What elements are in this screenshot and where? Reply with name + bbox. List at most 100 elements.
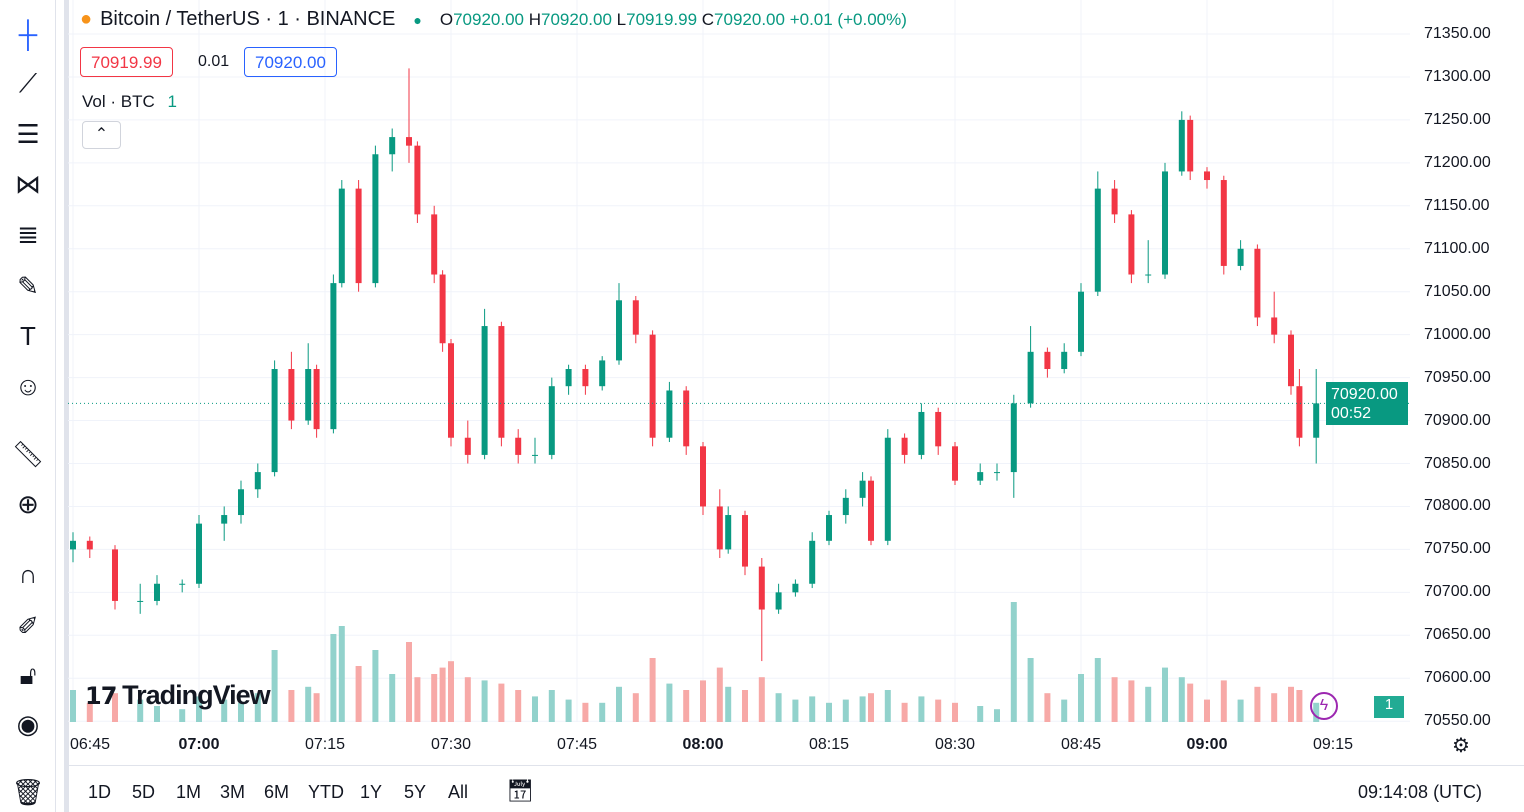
candle-body <box>1010 403 1017 473</box>
date-range-calendar-icon[interactable]: 📅︎ <box>506 778 534 803</box>
candle-body <box>1061 351 1068 370</box>
volume-bar <box>582 702 589 722</box>
magnet-icon[interactable]: ∩ <box>18 558 38 589</box>
pattern-icon[interactable]: ⋈ <box>15 168 41 199</box>
range-button-1y[interactable]: 1Y <box>360 782 383 802</box>
trash-icon[interactable]: 🗑︎ <box>11 776 45 807</box>
volume-bar <box>716 667 723 722</box>
candle-body <box>498 326 505 438</box>
price-tick-label: 70850.00 <box>1424 454 1491 472</box>
time-tick-label: 07:15 <box>304 736 346 753</box>
lock-drawing-icon[interactable]: ✐ <box>17 610 39 641</box>
candle-body <box>1237 248 1244 266</box>
range-button-5y[interactable]: 5Y <box>404 782 427 802</box>
candle-body <box>221 515 228 524</box>
volume-bar <box>918 696 925 722</box>
range-button-all[interactable]: All <box>448 782 469 802</box>
candle-body <box>238 489 244 516</box>
candle-body <box>599 360 606 387</box>
volume-bar <box>758 677 765 722</box>
candle-body <box>464 437 471 455</box>
volume-bar <box>632 693 639 722</box>
candle-body <box>389 137 396 155</box>
time-tick-label: 09:00 <box>1186 736 1228 753</box>
trend-line-icon[interactable]: ⟋ <box>18 68 38 98</box>
candle-body <box>154 583 160 601</box>
volume-bar <box>1288 686 1294 722</box>
settings-icon[interactable]: ⚙ <box>1452 735 1470 757</box>
candle-body <box>431 214 438 275</box>
candle-body <box>842 497 849 516</box>
price-tick-label: 71300.00 <box>1424 67 1491 85</box>
clock-timezone[interactable]: 09:14:08 (UTC) <box>1358 782 1483 802</box>
symbol-title[interactable]: Bitcoin / TetherUS · 1 · BINANCE <box>100 8 396 30</box>
candle-body <box>1254 248 1261 318</box>
candle-body <box>112 549 118 601</box>
range-button-5d[interactable]: 5D <box>132 782 156 802</box>
volume-bar <box>977 706 984 722</box>
price-tick-label: 70550.00 <box>1424 712 1491 730</box>
volume-bar <box>86 702 93 722</box>
candle-body <box>372 154 379 284</box>
volume-bar <box>372 650 379 722</box>
unlock-icon[interactable]: 🔓︎ <box>19 660 37 690</box>
buy-price-button[interactable]: 70920.00 <box>244 47 337 77</box>
candle-body <box>859 480 866 498</box>
spread-value: 0.01 <box>198 53 230 70</box>
candle-body <box>515 437 522 455</box>
crosshair-icon[interactable]: ┼ <box>18 18 38 49</box>
candle-body <box>666 390 673 438</box>
time-tick-label: 08:00 <box>682 736 724 753</box>
volume-bar <box>196 696 202 722</box>
candle-body <box>196 523 202 584</box>
emoji-icon[interactable]: ☺ <box>14 370 42 401</box>
time-tick-label: 09:15 <box>1312 736 1354 753</box>
range-button-6m[interactable]: 6M <box>264 782 290 802</box>
brush-icon[interactable]: ✎ <box>17 270 39 301</box>
range-button-3m[interactable]: 3M <box>220 782 246 802</box>
fib-retracement-icon[interactable]: ☰ <box>16 118 40 149</box>
price-tick-label: 71250.00 <box>1424 110 1491 128</box>
candle-body <box>649 334 656 438</box>
volume-bar <box>809 696 816 722</box>
candle-body <box>1313 403 1320 438</box>
tradingview-logo[interactable]: 𝟭𝟳 TradingView <box>85 680 271 710</box>
price-tick-label: 71100.00 <box>1424 239 1490 257</box>
volume-bar <box>1128 680 1135 722</box>
candle-body <box>977 472 984 481</box>
candle-body <box>826 515 832 541</box>
candle-body <box>918 411 925 455</box>
sell-price-button[interactable]: 70919.99 <box>80 47 173 77</box>
price-axis[interactable]: 71350.00 71300.00 71250.00 71200.00 71150.00… <box>1410 0 1524 730</box>
candle-body <box>406 137 412 146</box>
candle-body <box>414 145 421 215</box>
candle-body <box>1145 274 1152 276</box>
volume-bar <box>431 674 438 722</box>
volume-bar <box>1111 677 1118 722</box>
volume-bar <box>725 686 732 722</box>
candle-body <box>179 583 186 585</box>
volume-bar <box>775 693 782 722</box>
volume-bar <box>406 642 412 722</box>
volume-bar <box>414 677 421 722</box>
price-tick-label: 71200.00 <box>1424 153 1491 171</box>
candle-body <box>439 274 446 344</box>
price-chart[interactable] <box>68 0 1410 722</box>
time-axis[interactable]: 06:45 07:00 07:15 07:30 07:45 08:00 08:15 08:30… <box>68 730 1410 760</box>
range-button-1m[interactable]: 1M <box>176 782 202 802</box>
candle-body <box>1162 171 1168 275</box>
candle-body <box>683 390 690 447</box>
candle-body <box>1204 171 1210 181</box>
lightning-icon[interactable]: ϟ <box>1310 692 1338 720</box>
range-button-1d[interactable]: 1D <box>88 782 112 802</box>
zoom-in-icon[interactable]: ⊕ <box>17 488 39 519</box>
eye-icon[interactable]: ◉ <box>16 708 40 739</box>
range-button-ytd[interactable]: YTD <box>308 782 344 802</box>
collapse-legend-button[interactable]: ⌃ <box>82 121 121 149</box>
ruler-icon[interactable]: 📏︎ <box>11 438 45 469</box>
prediction-icon[interactable]: ≣ <box>17 218 39 249</box>
candle-body <box>288 369 295 421</box>
time-tick-label: 07:30 <box>430 736 472 753</box>
text-icon[interactable]: T <box>20 320 36 351</box>
volume-bar <box>616 686 622 722</box>
